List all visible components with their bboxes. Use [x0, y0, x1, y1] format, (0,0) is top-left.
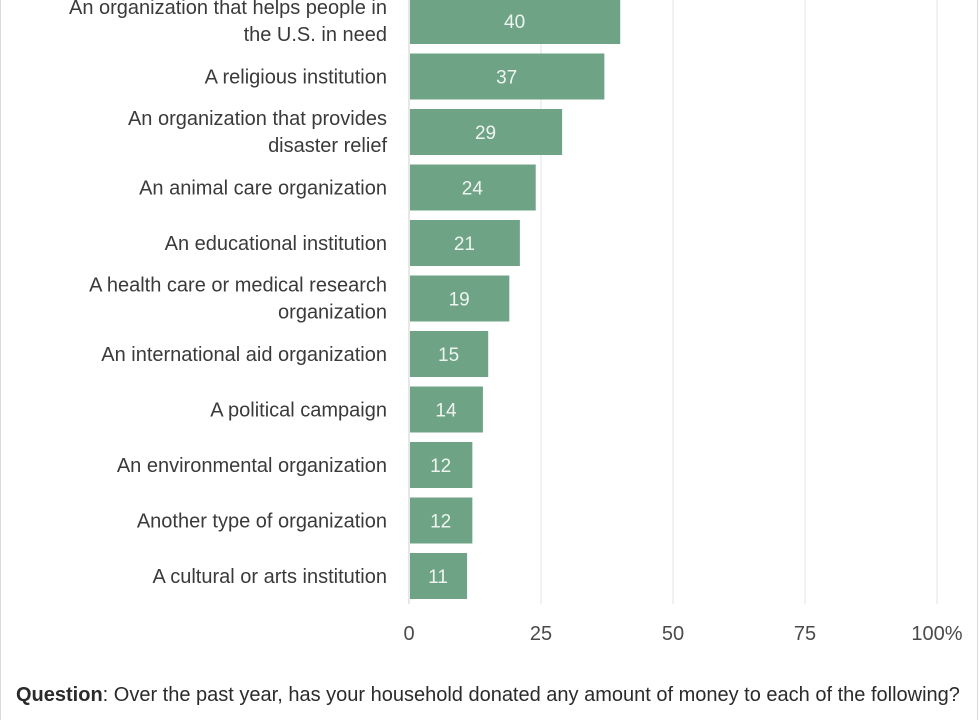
- bar: [410, 109, 563, 155]
- category-label: An organization that provides disaster re…: [128, 108, 388, 157]
- category-label-line: organization: [278, 302, 387, 324]
- category-label-line: An organization that provides: [128, 108, 387, 130]
- category-label: An international aid organization: [101, 344, 387, 366]
- x-axis-ticks: 0 25 50 75 100%: [403, 623, 962, 645]
- bar: [410, 164, 536, 211]
- category-label: A religious institution: [205, 67, 387, 89]
- bar-value-label: 12: [430, 512, 451, 533]
- bar-chart: 40 37 29 24 21 19 15 14 12 12 11 An organization t…: [69, 0, 963, 645]
- x-tick-label: 100%: [911, 623, 962, 645]
- bar: [410, 386, 483, 433]
- bar: [410, 553, 468, 599]
- bar-value-label: 11: [428, 567, 448, 588]
- category-label-line: A health care or medical research: [89, 275, 387, 297]
- bar-value-label: 24: [462, 179, 484, 200]
- bar: [410, 53, 605, 100]
- bar: [410, 220, 520, 266]
- bar-value-label: 19: [449, 290, 470, 311]
- category-label: An educational institution: [165, 233, 387, 255]
- bar-value-label: 29: [475, 123, 496, 144]
- x-tick-label: 0: [403, 623, 414, 645]
- bar-value-label: 21: [454, 234, 475, 255]
- category-label: An organization that helps people in the …: [69, 0, 387, 46]
- category-label: A political campaign: [210, 400, 387, 422]
- bar-value-labels: 40 37 29 24 21 19 15 14 12 12 11: [428, 12, 525, 588]
- category-label: A health care or medical research organiz…: [89, 275, 387, 324]
- x-tick-label: 25: [530, 623, 552, 645]
- category-label: An animal care organization: [139, 178, 387, 200]
- category-label: An environmental organization: [117, 455, 387, 477]
- bar: [410, 275, 510, 322]
- bar: [410, 0, 621, 44]
- category-label-line: An organization that helps people in: [69, 0, 387, 19]
- bar-value-label: 40: [504, 12, 525, 33]
- category-label-line: the U.S. in need: [244, 24, 387, 46]
- category-labels: An organization that helps people in the …: [69, 0, 387, 588]
- category-label: Another type of organization: [137, 511, 387, 533]
- bar-value-label: 15: [438, 345, 459, 366]
- bars: [410, 0, 621, 599]
- x-tick-label: 50: [662, 623, 684, 645]
- bar-value-label: 37: [496, 68, 517, 89]
- x-tick-label: 75: [794, 623, 816, 645]
- bar-value-label: 14: [435, 401, 457, 422]
- footnote-text: : Over the past year, has your household…: [102, 684, 960, 706]
- bar: [410, 497, 473, 544]
- question-footnote: Question: Over the past year, has your h…: [16, 682, 966, 708]
- bar: [410, 331, 489, 377]
- bar: [410, 442, 473, 488]
- footnote-label: Question: [16, 684, 103, 706]
- category-label-line: disaster relief: [268, 135, 387, 157]
- bar-value-label: 12: [430, 456, 451, 477]
- category-label: A cultural or arts institution: [152, 566, 387, 588]
